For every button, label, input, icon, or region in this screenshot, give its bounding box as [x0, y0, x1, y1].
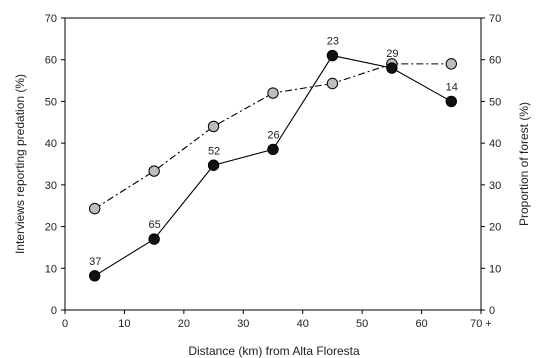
- y-right-tick-label: 10: [489, 263, 501, 275]
- series-layer: 37 65 52 26 23 29 14: [89, 36, 458, 282]
- y-left-tick-label: 20: [45, 222, 57, 234]
- x-tick-label: 50: [356, 318, 368, 330]
- data-label: 52: [208, 145, 220, 157]
- y-left-tick-label: 50: [45, 96, 57, 108]
- series-1-point: [326, 49, 339, 62]
- series-2-point: [445, 58, 457, 70]
- x-tick-label: 70 +: [470, 318, 492, 330]
- plot-frame: [64, 17, 482, 311]
- y-left-tick-label: 0: [51, 305, 57, 317]
- y-left-tick-label: 10: [45, 263, 57, 275]
- data-label: 29: [386, 48, 398, 60]
- y-right-tick-label: 50: [489, 96, 501, 108]
- series-2-point: [89, 202, 101, 215]
- data-label: 65: [149, 219, 161, 231]
- x-tick-label: 40: [297, 318, 309, 330]
- y-left-tick-label: 70: [45, 13, 57, 25]
- y-right-tick-label: 60: [489, 55, 501, 67]
- y-right-tick-label: 0: [489, 305, 495, 317]
- x-axis-title: Distance (km) from Alta Floresta: [188, 344, 360, 358]
- y-left-tick-label: 60: [45, 55, 57, 67]
- y-right-tick-label: 70: [489, 13, 501, 25]
- x-tick-label: 10: [118, 318, 130, 330]
- series-1-point: [267, 143, 279, 156]
- y-left-tick-label: 30: [45, 180, 57, 192]
- series-2-point: [148, 165, 160, 177]
- series-2-point: [207, 120, 220, 133]
- y-left-tick-label: 40: [45, 138, 57, 150]
- data-label: 26: [267, 129, 279, 141]
- y-axis-left-title: Interviews reporting predation (%): [13, 74, 27, 254]
- series-1-point: [89, 270, 101, 282]
- y-right-tick-label: 40: [489, 138, 501, 150]
- y-right-tick-label: 20: [489, 222, 501, 234]
- data-label: 37: [89, 256, 101, 268]
- series-1-point: [386, 62, 398, 74]
- x-tick-label: 20: [178, 318, 190, 330]
- series-1-point: [445, 95, 457, 108]
- data-label: 23: [327, 36, 339, 48]
- x-tick-label: 30: [237, 318, 249, 330]
- y-axis-right-title: Proportion of forest (%): [517, 102, 531, 226]
- series-2-point: [326, 77, 339, 90]
- x-tick-label: 0: [62, 318, 68, 330]
- series-1-point: [207, 159, 220, 171]
- y-right-tick-label: 30: [489, 180, 501, 192]
- series-1-point: [148, 233, 160, 245]
- labels-layer: Distance (km) from Alta Floresta Intervi…: [13, 74, 531, 358]
- x-tick-label: 60: [415, 318, 427, 330]
- data-label: 14: [446, 81, 458, 93]
- series-2-point: [267, 87, 279, 99]
